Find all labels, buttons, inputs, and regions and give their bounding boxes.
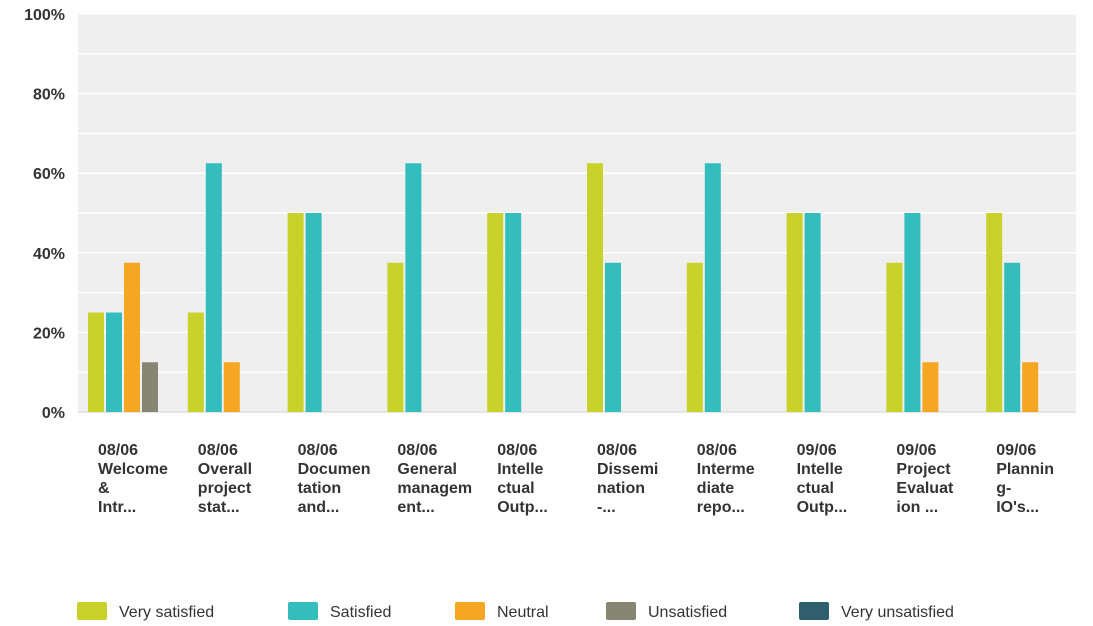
legend-swatch — [77, 602, 107, 620]
x-category-label: diate — [697, 480, 734, 497]
y-tick-label: 100% — [24, 7, 65, 24]
bar-satisfied — [1004, 262, 1021, 412]
x-category-label: ctual — [497, 480, 534, 497]
bar-satisfied — [704, 163, 721, 412]
bar-satisfied — [904, 213, 921, 412]
bar-very-satisfied — [886, 262, 903, 412]
x-category-label: 08/06 — [98, 442, 138, 459]
x-category-label: project — [198, 480, 252, 497]
x-category-label: 08/06 — [497, 442, 537, 459]
bar-very-satisfied — [786, 213, 803, 412]
bar-neutral — [1022, 362, 1039, 412]
x-category-label: Plannin — [996, 461, 1054, 478]
x-category-label: 09/06 — [996, 442, 1036, 459]
x-axis: 08/06 Welcome & Intr... 08/06 Overall project s… — [98, 442, 1054, 516]
x-category-label: 08/06 — [198, 442, 238, 459]
y-tick-label: 40% — [33, 246, 65, 263]
x-category-label: stat... — [198, 499, 240, 516]
x-category-label: ent... — [397, 499, 434, 516]
bar-very-satisfied — [986, 213, 1003, 412]
bar-satisfied — [804, 213, 821, 412]
gridlines — [78, 13, 1076, 413]
y-tick-label: 20% — [33, 325, 65, 342]
x-category-label: & — [98, 480, 110, 497]
bars-layer — [88, 163, 1039, 412]
bar-very-satisfied — [686, 262, 703, 412]
x-category-label: managem — [397, 480, 472, 497]
x-category-label: 08/06 — [597, 442, 637, 459]
x-category-label: tation — [298, 480, 342, 497]
bar-satisfied — [106, 312, 122, 412]
legend-label: Very satisfied — [119, 604, 214, 621]
bar-satisfied — [505, 213, 522, 412]
x-category-label: Intr... — [98, 499, 136, 516]
x-category-label: g- — [996, 480, 1011, 497]
x-category-label: ion ... — [896, 499, 938, 516]
bar-satisfied — [205, 163, 222, 412]
x-category-label: Outp... — [797, 499, 848, 516]
x-category-label: Interme — [697, 461, 755, 478]
bar-very-satisfied — [587, 163, 603, 412]
x-category-label: Dissemi — [597, 461, 658, 478]
legend-label: Satisfied — [330, 604, 391, 621]
legend: Very satisfied Satisfied Neutral Unsatisfie… — [77, 602, 954, 621]
legend-swatch — [288, 602, 318, 620]
bar-very-satisfied — [387, 262, 404, 412]
y-tick-label: 80% — [33, 87, 65, 104]
x-category-label: Project — [896, 461, 951, 478]
bar-satisfied — [305, 213, 322, 412]
x-category-label: Intelle — [797, 461, 843, 478]
bar-very-satisfied — [487, 213, 504, 412]
bar-very-satisfied — [187, 312, 204, 412]
bar-neutral — [223, 362, 240, 412]
x-category-label: Outp... — [497, 499, 548, 516]
x-category-label: Welcome — [98, 461, 168, 478]
x-category-label: 09/06 — [896, 442, 936, 459]
x-category-label: nation — [597, 480, 645, 497]
bar-unsatisfied — [142, 362, 158, 412]
legend-label: Unsatisfied — [648, 604, 727, 621]
x-category-label: 08/06 — [298, 442, 338, 459]
bar-very-satisfied — [88, 312, 104, 412]
x-category-label: 09/06 — [797, 442, 837, 459]
x-category-label: ctual — [797, 480, 834, 497]
bar-satisfied — [405, 163, 422, 412]
legend-label: Very unsatisfied — [841, 604, 954, 621]
x-category-label: Evaluat — [896, 480, 954, 497]
legend-swatch — [606, 602, 636, 620]
x-category-label: repo... — [697, 499, 745, 516]
x-category-label: General — [397, 461, 457, 478]
bar-very-satisfied — [287, 213, 304, 412]
x-category-label: -... — [597, 499, 616, 516]
y-tick-label: 0% — [42, 405, 65, 422]
x-category-label: and... — [298, 499, 340, 516]
x-category-label: Documen — [298, 461, 371, 478]
legend-label: Neutral — [497, 604, 549, 621]
legend-swatch — [455, 602, 485, 620]
legend-swatch — [799, 602, 829, 620]
x-category-label: 08/06 — [397, 442, 437, 459]
bar-satisfied — [605, 262, 621, 412]
bar-neutral — [124, 262, 140, 412]
y-tick-label: 60% — [33, 166, 65, 183]
x-category-label: Overall — [198, 461, 252, 478]
x-category-label: Intelle — [497, 461, 543, 478]
x-category-label: 08/06 — [697, 442, 737, 459]
x-category-label: IO's... — [996, 499, 1039, 516]
bar-neutral — [922, 362, 939, 412]
